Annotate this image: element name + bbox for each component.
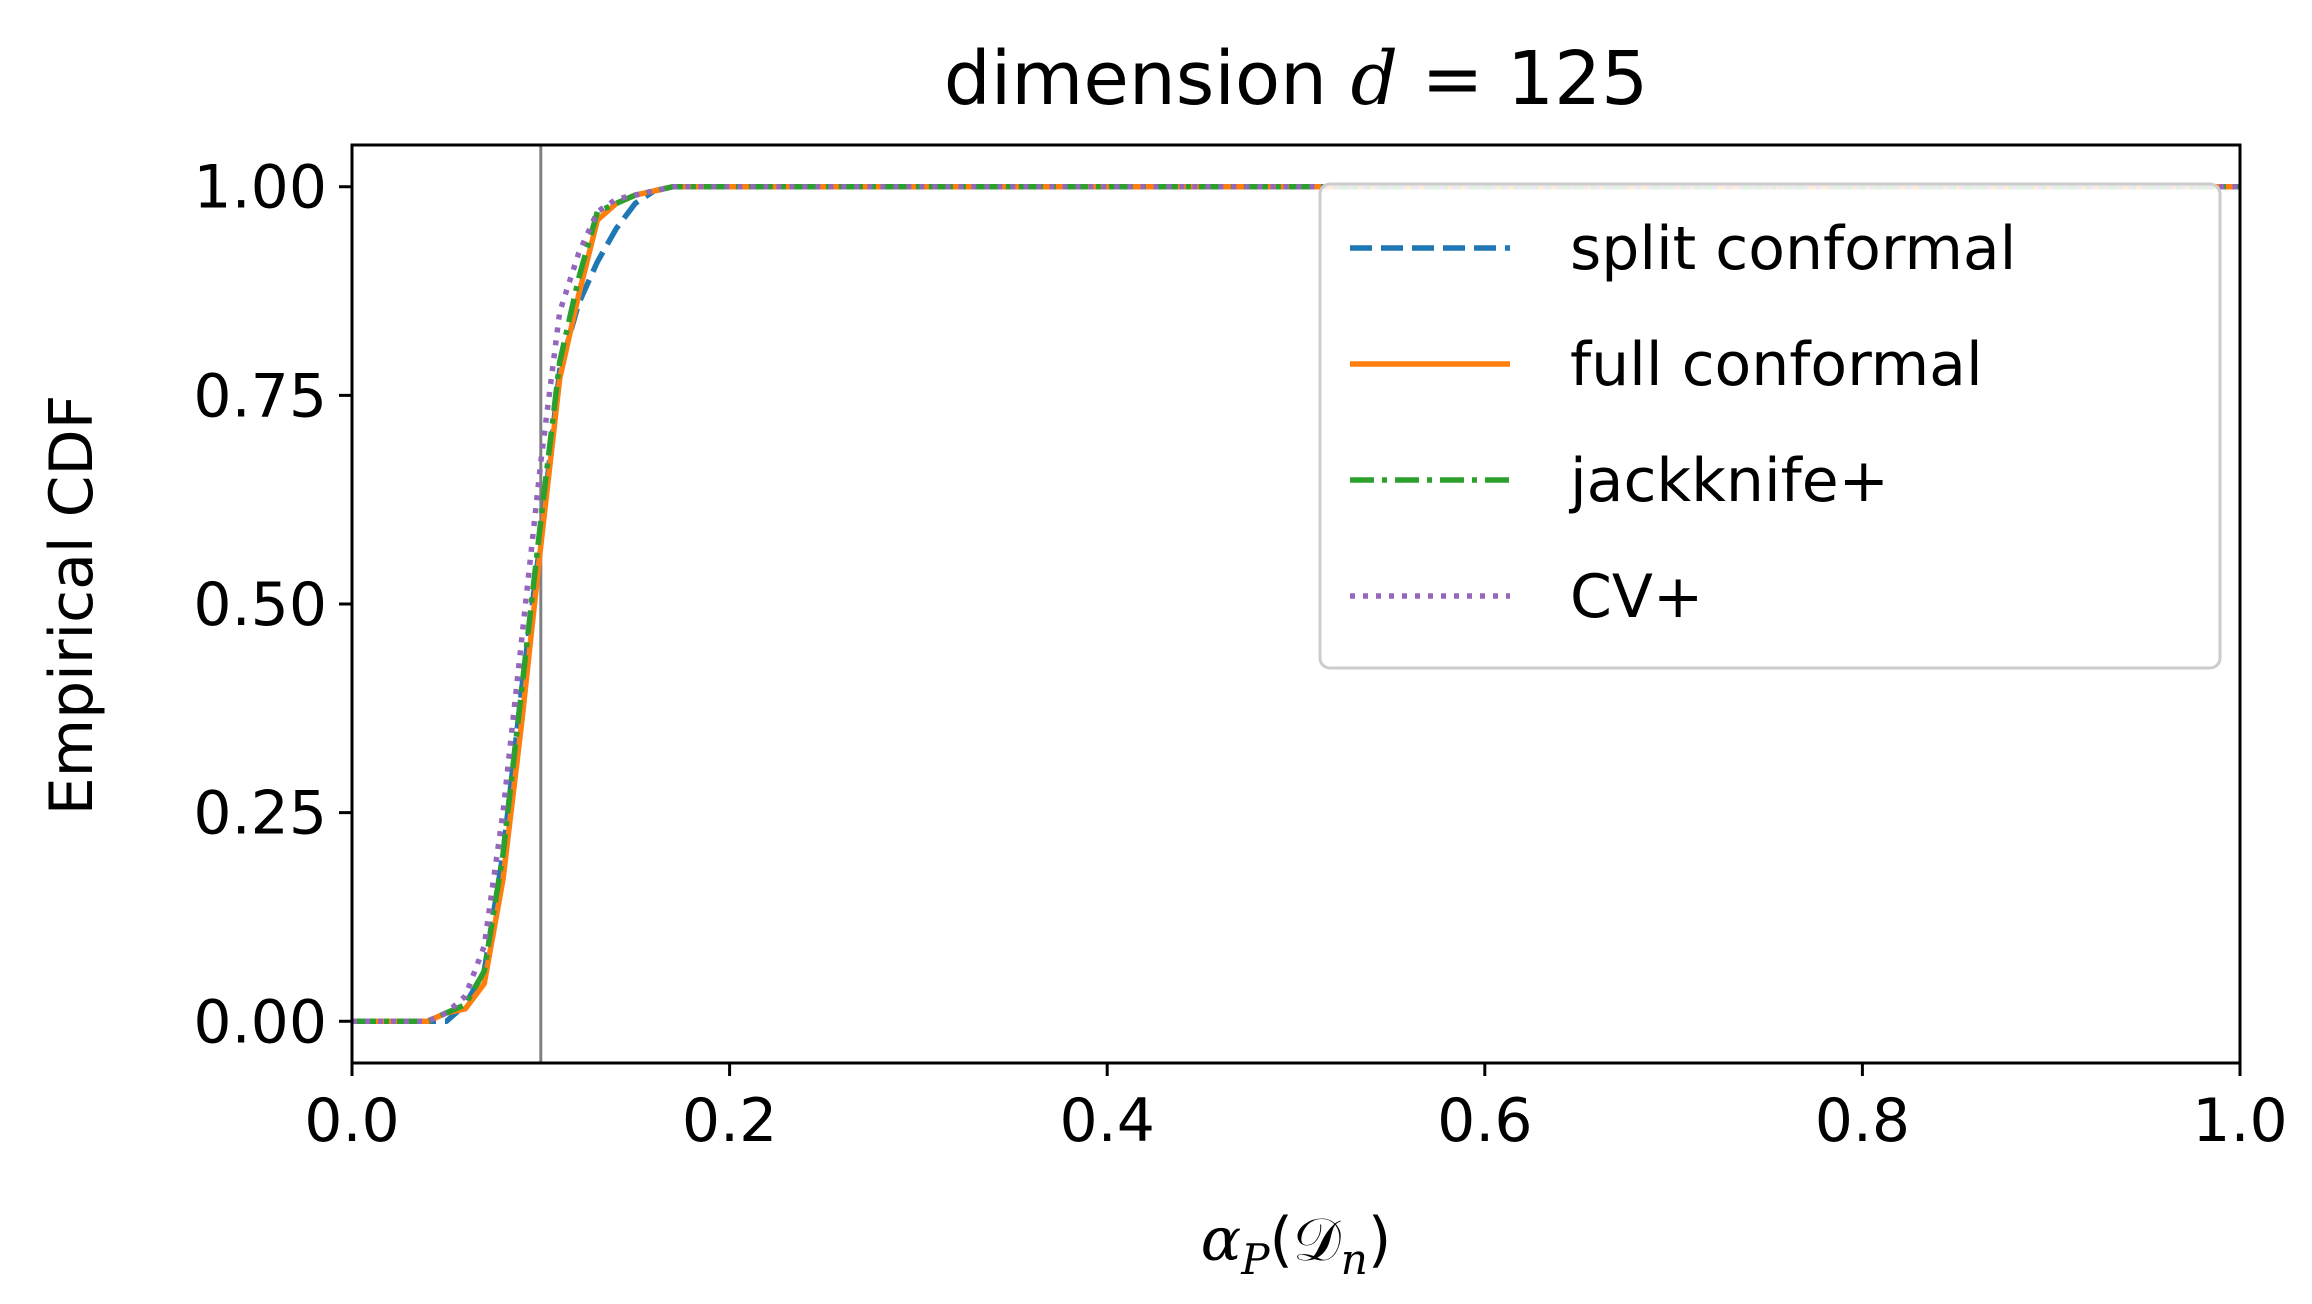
- series-line-3: [352, 183, 2240, 1025]
- legend-label-1: full conformal: [1570, 330, 1983, 400]
- x-tick-label: 0.8: [1815, 1086, 1910, 1156]
- x-axis-label: αP(𝒟n): [1201, 1205, 1392, 1284]
- y-axis-label: Empirical CDF: [37, 395, 107, 816]
- legend-box: [1318, 182, 2222, 670]
- y-tick-label: 1.00: [193, 153, 327, 223]
- legend: split conformal full conformal jackknife+ C…: [1318, 182, 2222, 670]
- y-tick-label: 0.25: [193, 779, 327, 849]
- chart-title: dimension d = 125: [944, 36, 1649, 122]
- legend-label-0: split conformal: [1570, 214, 2016, 284]
- x-tick-label: 0.4: [1059, 1086, 1154, 1156]
- x-tick-label: 0.6: [1437, 1086, 1532, 1156]
- legend-label-3: CV+: [1570, 562, 1703, 632]
- y-tick-label: 0.00: [193, 987, 327, 1057]
- plot-area: 0.0 0.2 0.4 0.6 0.8 1.0 0.00 0.25 0.50 0.75 1.00: [193, 143, 2288, 1156]
- x-tick-label: 0.2: [682, 1086, 777, 1156]
- x-tick-label: 0.0: [304, 1086, 399, 1156]
- x-tick-label: 1.0: [2192, 1086, 2287, 1156]
- y-tick-label: 0.50: [193, 570, 327, 640]
- legend-label-2: jackknife+: [1568, 446, 1889, 516]
- y-tick-label: 0.75: [193, 361, 327, 431]
